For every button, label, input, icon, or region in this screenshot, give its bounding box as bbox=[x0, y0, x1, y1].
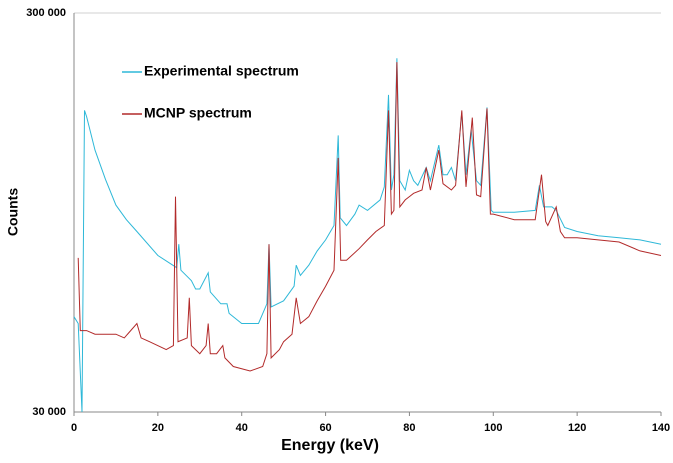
x-tick-label: 60 bbox=[319, 422, 331, 434]
x-axis-title: Energy (keV) bbox=[281, 437, 379, 454]
x-tick-label: 120 bbox=[568, 422, 586, 434]
x-tick-label: 20 bbox=[152, 422, 164, 434]
x-tick-label: 80 bbox=[403, 422, 415, 434]
x-tick-label: 40 bbox=[236, 422, 248, 434]
y-axis-title: Counts bbox=[5, 188, 21, 236]
series-line bbox=[73, 58, 662, 413]
x-tick-label: 100 bbox=[484, 422, 502, 434]
x-tick-label: 140 bbox=[652, 422, 670, 434]
series-line bbox=[77, 62, 662, 372]
y-tick-label: 30 000 bbox=[32, 406, 66, 418]
y-tick-label: 300 000 bbox=[26, 7, 66, 19]
legend-label: Experimental spectrum bbox=[144, 63, 299, 79]
legend-label: MCNP spectrum bbox=[144, 105, 252, 121]
x-tick-label: 0 bbox=[71, 422, 77, 434]
